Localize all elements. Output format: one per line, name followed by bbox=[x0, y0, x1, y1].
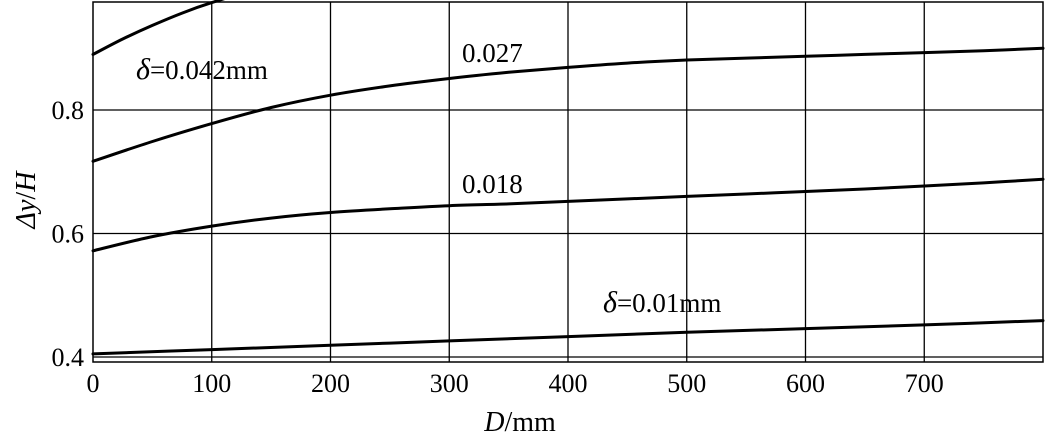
series-label-2: 0.018 bbox=[462, 169, 523, 199]
y-axis-label: Δy/H bbox=[11, 170, 42, 230]
x-tick-label: 0 bbox=[87, 369, 100, 398]
x-axis-var: D bbox=[483, 407, 504, 436]
series-lines bbox=[91, 0, 1045, 356]
y-tick-labels: 0.4 0.6 0.8 bbox=[52, 96, 85, 372]
series-label-symbol: δ bbox=[603, 286, 618, 319]
x-tick-label: 700 bbox=[905, 369, 944, 398]
x-tick-label: 500 bbox=[667, 369, 706, 398]
y-axis-var2: H bbox=[11, 170, 42, 193]
y-axis-sep: / bbox=[11, 192, 42, 200]
series-label-text: 0.018 bbox=[462, 169, 523, 199]
grid-lines bbox=[93, 2, 1043, 362]
series-label-3: δ=0.01mm bbox=[603, 286, 721, 319]
x-tick-label: 600 bbox=[786, 369, 825, 398]
series-line-3 bbox=[91, 319, 1045, 356]
series-label-symbol: δ bbox=[136, 53, 151, 86]
series-label-0: δ=0.042mm bbox=[136, 53, 268, 86]
series-line-0 bbox=[91, 0, 225, 56]
series-label-text: =0.01mm bbox=[617, 288, 721, 318]
x-tick-labels: 0 100 200 300 400 500 600 700 bbox=[87, 369, 944, 398]
y-tick-label: 0.4 bbox=[52, 343, 85, 372]
x-tick-label: 400 bbox=[549, 369, 588, 398]
y-tick-label: 0.6 bbox=[52, 220, 85, 249]
series-line-2 bbox=[91, 177, 1045, 253]
series-label-text: =0.042mm bbox=[150, 55, 268, 85]
x-axis-label: D/mm bbox=[483, 407, 556, 436]
series-line-1 bbox=[91, 46, 1045, 163]
x-tick-label: 300 bbox=[430, 369, 469, 398]
x-tick-label: 200 bbox=[311, 369, 350, 398]
series-label-text: 0.027 bbox=[462, 38, 523, 68]
plot-frame bbox=[92, 1, 1044, 363]
y-tick-label: 0.8 bbox=[52, 96, 85, 125]
y-axis-var: Δy bbox=[11, 199, 42, 229]
x-axis-unit: /mm bbox=[504, 407, 556, 436]
series-label-1: 0.027 bbox=[462, 38, 523, 68]
x-tick-label: 100 bbox=[192, 369, 231, 398]
